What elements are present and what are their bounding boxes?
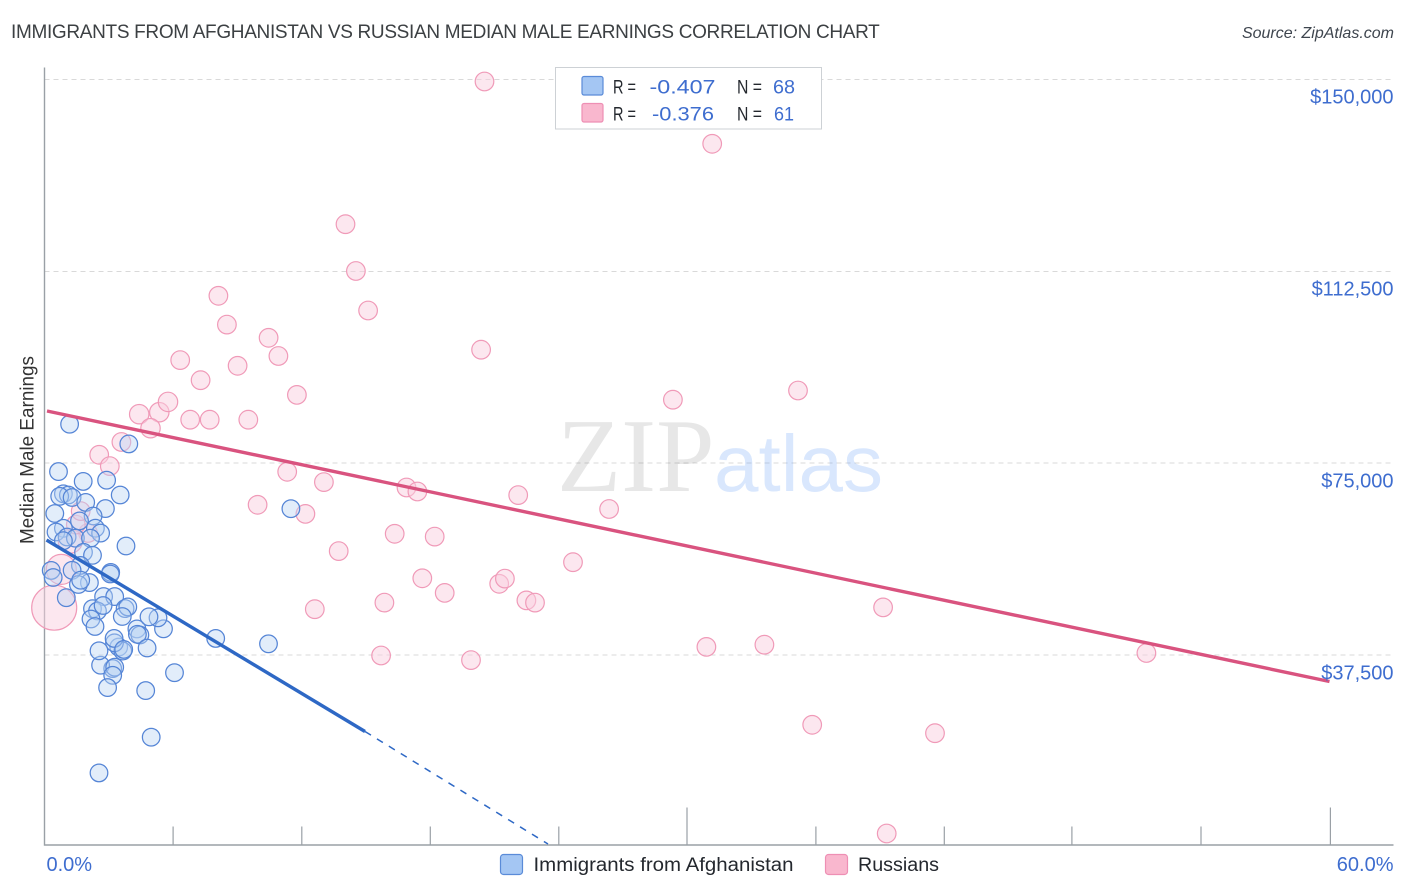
svg-text:Median Male Earnings: Median Male Earnings: [18, 356, 39, 544]
svg-text:-0.407: -0.407: [650, 78, 716, 99]
svg-text:$75,000: $75,000: [1321, 471, 1393, 493]
svg-text:N =: N =: [737, 105, 762, 126]
svg-text:Russians: Russians: [858, 855, 939, 876]
svg-text:N =: N =: [737, 78, 762, 99]
svg-text:atlas: atlas: [714, 419, 883, 508]
svg-text:Immigrants from Afghanistan: Immigrants from Afghanistan: [534, 855, 794, 876]
svg-text:$150,000: $150,000: [1310, 87, 1393, 109]
svg-text:R =: R =: [613, 78, 636, 99]
svg-text:68: 68: [773, 78, 795, 99]
svg-text:-0.376: -0.376: [652, 105, 714, 126]
svg-text:$37,500: $37,500: [1321, 663, 1393, 685]
svg-text:$112,500: $112,500: [1312, 279, 1394, 301]
svg-text:R =: R =: [613, 105, 636, 126]
svg-text:ZIP: ZIP: [557, 397, 715, 514]
svg-text:61: 61: [774, 105, 794, 126]
svg-text:60.0%: 60.0%: [1337, 854, 1394, 876]
svg-text:0.0%: 0.0%: [47, 854, 93, 876]
